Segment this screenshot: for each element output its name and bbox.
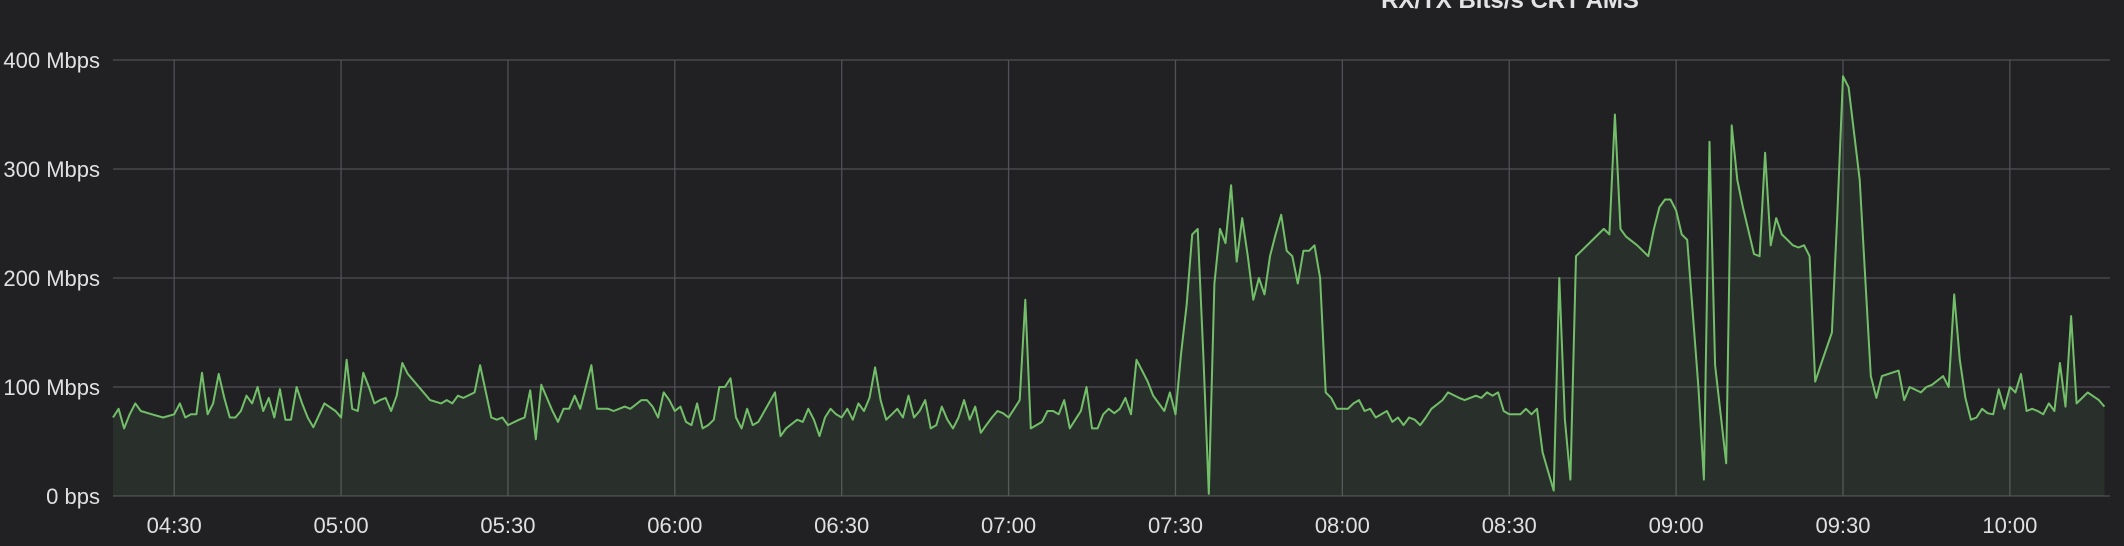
- x-tick-label: 06:00: [647, 513, 702, 538]
- x-tick-label: 08:00: [1315, 513, 1370, 538]
- y-tick-label: 0 bps: [46, 484, 100, 509]
- x-tick-label: 08:30: [1482, 513, 1537, 538]
- series-area-fill: [113, 76, 2105, 497]
- x-tick-label: 10:00: [1982, 513, 2037, 538]
- x-tick-label: 09:00: [1649, 513, 1704, 538]
- chart-title: RX/TX Bits/s CRT AMS: [1381, 0, 1639, 14]
- x-tick-label: 04:30: [147, 513, 202, 538]
- x-tick-label: 06:30: [814, 513, 869, 538]
- x-tick-label: 07:00: [981, 513, 1036, 538]
- series-layer: [112, 75, 2106, 497]
- y-tick-label: 100 Mbps: [3, 375, 100, 400]
- y-gridlines: [113, 59, 2110, 497]
- x-tick-label: 09:30: [1815, 513, 1870, 538]
- x-tick-label: 05:30: [480, 513, 535, 538]
- y-axis-tick-labels: 0 bps 100 Mbps 200 Mbps 300 Mbps 400 Mbps: [3, 48, 100, 509]
- y-tick-label: 300 Mbps: [3, 157, 100, 182]
- y-tick-label: 200 Mbps: [3, 266, 100, 291]
- series-line[interactable]: [112, 75, 2106, 495]
- y-tick-label: 400 Mbps: [3, 48, 100, 73]
- x-gridlines: [173, 60, 2011, 496]
- x-tick-label: 07:30: [1148, 513, 1203, 538]
- x-axis-tick-labels: 04:30 05:00 05:30 06:00 06:30 07:00 07:30 08:00…: [147, 513, 2038, 538]
- x-tick-label: 05:00: [314, 513, 369, 538]
